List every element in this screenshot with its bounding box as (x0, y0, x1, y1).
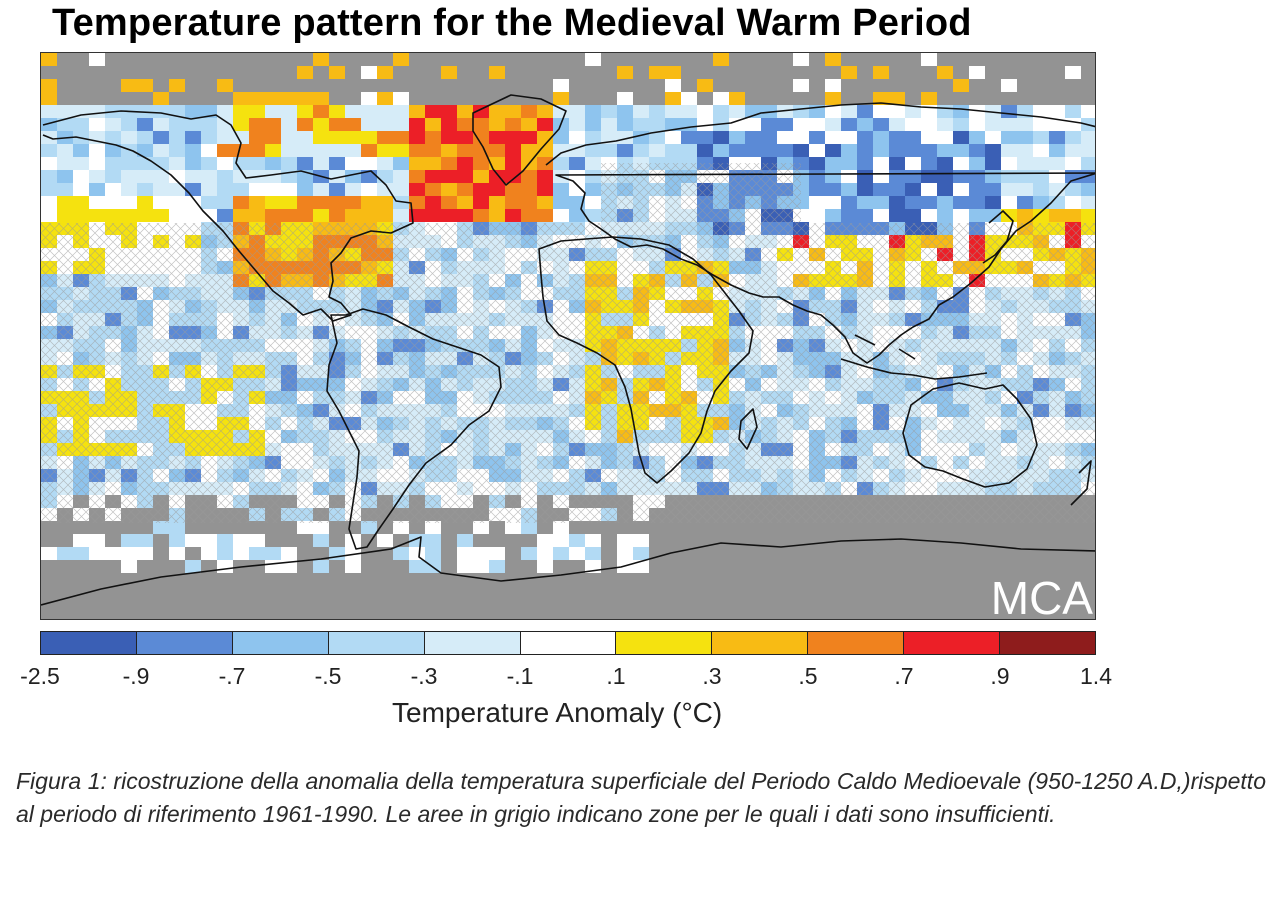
indonesia-coast (840, 334, 988, 380)
japan-coast (982, 210, 1014, 264)
watermark-mca: MCA (990, 572, 1093, 620)
colorbar-label: Temperature Anomaly (°C) (392, 697, 723, 728)
australia-coast (902, 382, 1038, 488)
colorbar-tick-label: .7 (894, 663, 914, 689)
significance-hatching (41, 163, 1095, 523)
colorbar-swatch (712, 632, 809, 654)
colorbar-swatch (424, 632, 521, 654)
colorbar-swatch (520, 632, 617, 654)
colorbar-tick-label: -.3 (410, 663, 438, 689)
madagascar-coast (738, 408, 758, 450)
colorbar-tick-label: .3 (702, 663, 722, 689)
new-zealand-coast (1070, 460, 1092, 506)
colorbar-swatch (1000, 632, 1095, 654)
colorbar-tick-label: -.9 (122, 663, 150, 689)
colorbar-swatch (808, 632, 905, 654)
colorbar-tick-label: -.1 (506, 663, 534, 689)
colorbar-tick-label: .9 (990, 663, 1010, 689)
south-america-coast (326, 308, 502, 550)
north-america-coast (42, 110, 414, 322)
greenland-coast (472, 94, 567, 186)
colorbar-tick-label: -.7 (218, 663, 246, 689)
colorbar-tick-label: -.5 (314, 663, 342, 689)
coastlines (41, 94, 1095, 606)
chart-title: Temperature pattern for the Medieval War… (52, 2, 972, 44)
colorbar-swatch (232, 632, 329, 654)
colorbar-tick-label: .1 (606, 663, 626, 689)
colorbar-swatch (41, 632, 137, 654)
colorbar-swatch (136, 632, 233, 654)
colorbar-swatch (904, 632, 1001, 654)
africa-coast (538, 236, 754, 484)
colorbar-swatch (616, 632, 713, 654)
antarctica-coast (41, 536, 1095, 606)
colorbar-swatch (328, 632, 425, 654)
anomaly-map (41, 53, 1095, 606)
europe-asia-coast (545, 102, 1095, 364)
colorbar-tick-label: -2.5 (20, 663, 60, 689)
colorbar-tick-label: .5 (798, 663, 818, 689)
colorbar-tick-label: 1.4 (1080, 663, 1112, 689)
figure-caption: Figura 1: ricostruzione della anomalia d… (16, 768, 1266, 827)
colorbar (40, 631, 1096, 655)
world-map: MCA (40, 52, 1096, 620)
